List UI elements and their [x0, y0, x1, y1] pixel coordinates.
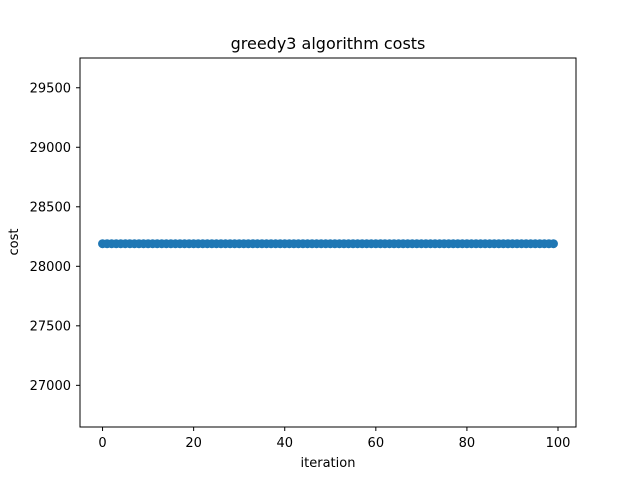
y-tick-label: 29000 — [30, 141, 71, 156]
scatter-point — [548, 239, 558, 249]
x-tick-label: 0 — [98, 436, 106, 451]
y-tick-label: 28000 — [30, 260, 71, 275]
scatter-points — [98, 239, 558, 249]
x-tick-label: 100 — [546, 436, 571, 451]
y-tick-label: 28500 — [30, 200, 71, 215]
y-axis-ticks: 27000 27500 28000 28500 29000 29500 — [30, 81, 80, 394]
x-axis-label: iteration — [301, 456, 356, 471]
y-tick-label: 27000 — [30, 379, 71, 394]
x-tick-label: 60 — [368, 436, 385, 451]
y-axis-label: cost — [7, 229, 22, 256]
y-tick-label: 29500 — [30, 81, 71, 96]
x-tick-label: 20 — [185, 436, 202, 451]
x-axis-ticks: 0 20 40 60 80 100 — [98, 427, 570, 451]
x-tick-label: 80 — [459, 436, 476, 451]
chart-title: greedy3 algorithm costs — [231, 34, 426, 53]
x-tick-label: 40 — [276, 436, 293, 451]
plot-area-frame — [79, 57, 577, 428]
y-tick-label: 27500 — [30, 319, 71, 334]
